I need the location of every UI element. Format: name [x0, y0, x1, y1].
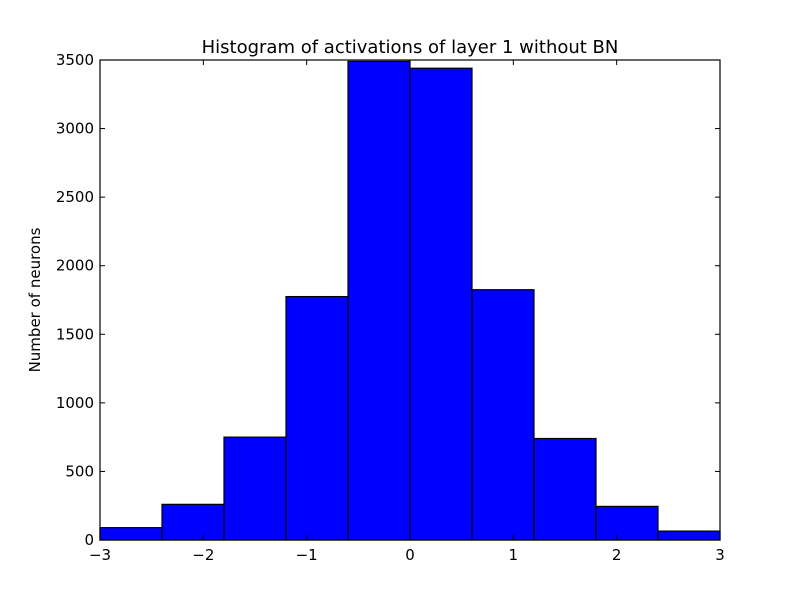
- histogram-bar: [347, 60, 411, 541]
- y-tick-label: 1500: [56, 325, 94, 343]
- histogram-bar: [161, 503, 225, 541]
- histogram-bar: [471, 289, 535, 541]
- tick-labels-group: −3 −2 −1 0 1 2 3 0 500 1000 1500 2000 2500 3000 3500: [56, 51, 725, 564]
- chart-title: Histogram of activations of layer 1 with…: [202, 37, 619, 58]
- x-tick-label: 0: [405, 546, 415, 564]
- y-axis-label: Number of neurons: [26, 227, 44, 372]
- histogram-bar: [99, 527, 163, 541]
- histogram-bar: [595, 505, 659, 541]
- bars-group: [99, 60, 721, 541]
- histogram-bar: [285, 295, 349, 541]
- y-tick-label: 500: [65, 462, 94, 480]
- x-tick-label: 3: [715, 546, 725, 564]
- histogram-bar: [533, 437, 597, 541]
- x-tick-label: 2: [612, 546, 622, 564]
- y-tick-label: 3000: [56, 120, 94, 138]
- x-tick-label: −3: [89, 546, 111, 564]
- histogram-bar: [409, 67, 473, 541]
- histogram-bar: [223, 436, 287, 541]
- y-tick-label: 3500: [56, 51, 94, 69]
- y-tick-label: 2000: [56, 257, 94, 275]
- x-tick-label: 1: [509, 546, 519, 564]
- y-tick-label: 0: [84, 531, 94, 549]
- x-tick-label: −2: [192, 546, 214, 564]
- y-tick-label: 1000: [56, 394, 94, 412]
- histogram-bar: [657, 530, 721, 541]
- ticks-group: [99, 59, 721, 541]
- x-tick-label: −1: [296, 546, 318, 564]
- y-tick-label: 2500: [56, 188, 94, 206]
